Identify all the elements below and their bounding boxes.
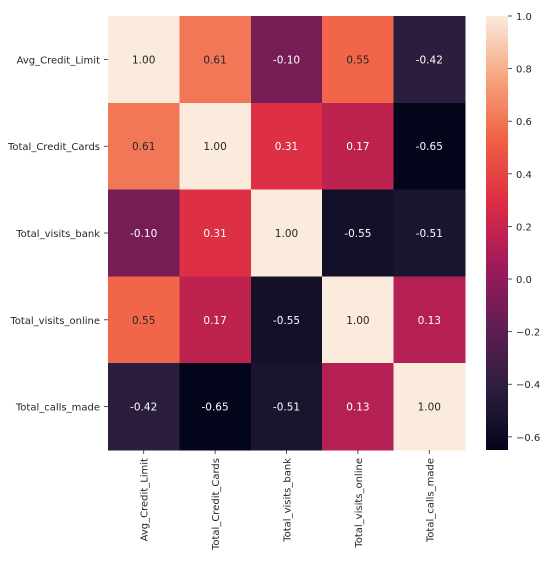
colorbar-tick-label-6: 0.6 — [516, 117, 532, 128]
heatmap-cell-4-4 — [393, 363, 466, 451]
cell-annotation-0-1: 0.61 — [203, 54, 226, 66]
colorbar-tick-label-7: 0.8 — [516, 65, 532, 76]
cell-annotation-4-2: -0.51 — [273, 402, 300, 414]
colorbar-tick-label-0: −0.6 — [516, 433, 540, 444]
cell-annotation-3-3: 1.00 — [346, 315, 369, 327]
heatmap-cell-1-2 — [250, 102, 323, 191]
heatmap-cell-0-2 — [250, 16, 323, 104]
x-tick-label-1: Total_Credit_Cards — [211, 458, 222, 551]
x-axis-labels: Avg_Credit_Limit Total_Credit_Cards Total_… — [140, 450, 436, 551]
heatmap-cell-0-1 — [179, 16, 252, 104]
heatmap-cell-3-3 — [322, 276, 395, 364]
heatmap-cell-1-4 — [393, 102, 466, 191]
cell-annotation-1-1: 1.00 — [203, 141, 226, 153]
cell-annotation-3-0: 0.55 — [132, 315, 155, 327]
cell-annotation-2-4: -0.51 — [416, 228, 443, 240]
heatmap-cell-1-0 — [108, 102, 180, 191]
cell-annotation-1-2: 0.31 — [275, 141, 298, 153]
heatmap-cell-4-3 — [322, 363, 395, 451]
cell-annotation-0-3: 0.55 — [346, 54, 369, 66]
heatmap-cell-4-0 — [108, 363, 180, 451]
cell-annotation-2-3: -0.55 — [344, 228, 371, 240]
heatmap-cell-1-1 — [179, 102, 252, 191]
colorbar-tick-label-4: 0.2 — [516, 222, 532, 233]
heatmap-cell-3-2 — [250, 276, 323, 364]
heatmap-cell-2-4 — [393, 189, 466, 277]
heatmap-cell-4-2 — [250, 363, 323, 451]
cell-annotation-3-2: -0.55 — [273, 315, 300, 327]
colorbar-tick-label-2: −0.2 — [516, 328, 540, 339]
colorbar — [486, 16, 508, 450]
cell-annotation-2-2: 1.00 — [275, 228, 298, 240]
heatmap-cell-2-3 — [322, 189, 395, 277]
cell-annotation-4-3: 0.13 — [346, 402, 369, 414]
cell-annotation-2-0: -0.10 — [130, 228, 157, 240]
heatmap-cells — [108, 16, 466, 451]
cell-annotation-4-4: 1.00 — [418, 402, 441, 414]
x-tick-label-4: Total_calls_made — [425, 458, 436, 543]
heatmap-cell-2-1 — [179, 189, 252, 277]
heatmap-cell-0-0 — [108, 16, 180, 104]
colorbar-ticks: −0.6 −0.4 −0.2 0.0 0.2 0.4 0.6 0.8 1.0 — [508, 12, 540, 444]
cell-annotation-1-0: 0.61 — [132, 141, 155, 153]
x-tick-label-0: Avg_Credit_Limit — [140, 458, 151, 541]
colorbar-tick-label-1: −0.4 — [516, 380, 540, 391]
heatmap-cell-4-1 — [179, 363, 252, 451]
heatmap-cell-3-1 — [179, 276, 252, 364]
colorbar-tick-label-8: 1.0 — [516, 12, 532, 23]
y-tick-label-3: Total_visits_online — [9, 316, 100, 327]
x-tick-label-2: Total_visits_bank — [283, 458, 294, 543]
cell-annotation-0-2: -0.10 — [273, 54, 300, 66]
heatmap-cell-2-2 — [250, 189, 323, 277]
heatmap-cell-1-3 — [322, 102, 395, 191]
y-tick-label-2: Total_visits_bank — [15, 229, 100, 240]
y-axis-labels: Avg_Credit_Limit Total_Credit_Cards Total_… — [7, 55, 108, 414]
cell-annotation-1-3: 0.17 — [346, 141, 369, 153]
cell-annotation-1-4: -0.65 — [416, 141, 443, 153]
heatmap-cell-2-0 — [108, 189, 180, 277]
y-tick-label-0: Avg_Credit_Limit — [17, 55, 100, 66]
cell-annotation-0-0: 1.00 — [132, 54, 155, 66]
cell-annotation-4-0: -0.42 — [130, 402, 157, 414]
heatmap-cell-0-4 — [393, 16, 466, 104]
y-tick-label-1: Total_Credit_Cards — [7, 142, 100, 153]
x-tick-label-3: Total_visits_online — [354, 458, 365, 549]
cell-annotation-4-1: -0.65 — [202, 402, 229, 414]
cell-annotation-3-1: 0.17 — [203, 315, 226, 327]
y-tick-label-4: Total_calls_made — [15, 403, 100, 414]
colorbar-tick-label-5: 0.4 — [516, 170, 532, 181]
heatmap-cell-3-4 — [393, 276, 466, 364]
cell-annotation-2-1: 0.31 — [203, 228, 226, 240]
cell-annotation-3-4: 0.13 — [418, 315, 441, 327]
colorbar-tick-label-3: 0.0 — [516, 275, 532, 286]
heatmap-cell-0-3 — [322, 16, 395, 104]
heatmap-annotations: 1.00 0.61 -0.10 0.55 -0.42 0.61 1.00 0.31 0.17 -0… — [130, 54, 443, 413]
cell-annotation-0-4: -0.42 — [416, 54, 443, 66]
heatmap-cell-3-0 — [108, 276, 180, 364]
